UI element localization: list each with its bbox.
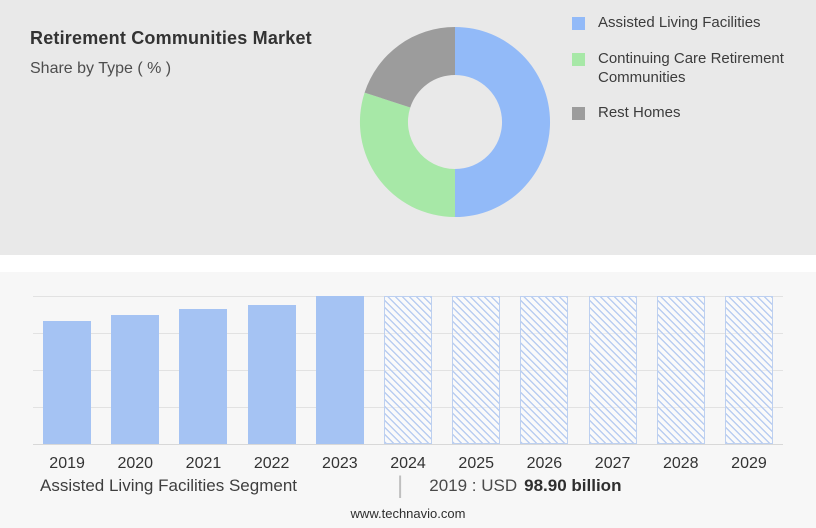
x-axis-label: 2020 (117, 455, 154, 472)
separator: | (397, 472, 404, 499)
heading: Retirement Communities Market Share by T… (30, 28, 312, 78)
bar-columns (33, 296, 783, 444)
value-prefix: 2019 : USD (429, 476, 518, 495)
bar-column (374, 296, 442, 444)
bar-2029 (724, 296, 773, 444)
market-size-panel: 2019 2020 2021 2022 2023 2024 2025 2026 2027 2028… (0, 272, 816, 528)
donut-chart (359, 26, 551, 218)
segment-label: Assisted Living Facilities Segment (40, 476, 298, 495)
legend-item-continuing-care: Continuing Care Retirement Communities (572, 50, 804, 88)
bar-column (442, 296, 510, 444)
donut-segment (455, 26, 551, 218)
bar-column (715, 296, 783, 444)
footer: www.technavio.com (0, 506, 816, 521)
subtitle: Share by Type ( % ) (30, 60, 172, 77)
value-amount: 98.90 billion (524, 476, 622, 495)
bar-column (579, 296, 647, 444)
bar-2024 (384, 296, 433, 444)
x-axis-label: 2023 (322, 455, 358, 472)
legend-label: Rest Homes (598, 104, 681, 122)
x-axis-label: 2028 (662, 455, 699, 472)
legend-label: Continuing Care Retirement Communities (598, 49, 784, 86)
x-axis-label: 2019 (49, 455, 85, 472)
bar-chart-plot-area (33, 296, 783, 445)
legend-item-assisted-living: Assisted Living Facilities (572, 14, 804, 33)
bar-column (306, 296, 374, 444)
bar-column (238, 296, 306, 444)
bar-2026 (520, 296, 569, 444)
legend-item-rest-homes: Rest Homes (572, 104, 804, 123)
bar-2023 (315, 296, 364, 444)
x-axis-label: 2021 (185, 455, 222, 472)
bar-column (33, 296, 101, 444)
x-axis: 2019 2020 2021 2022 2023 2024 2025 2026 2027 2028… (33, 455, 783, 473)
page-title: Retirement Communities Market (30, 28, 312, 48)
x-axis-label: 2029 (731, 455, 767, 472)
bar-column (169, 296, 237, 444)
donut-segment (359, 92, 455, 218)
donut-segment (364, 26, 455, 108)
bar-2021 (179, 309, 228, 444)
x-axis-label: 2022 (253, 455, 290, 472)
bar-2019 (43, 321, 92, 444)
bar-2022 (247, 304, 296, 444)
bar-2020 (111, 315, 160, 444)
bar-chart: 2019 2020 2021 2022 2023 2024 2025 2026 2027 2028… (33, 296, 783, 473)
share-by-type-panel: Retirement Communities Market Share by T… (0, 0, 816, 255)
bar-2027 (588, 296, 637, 444)
website-link[interactable]: www.technavio.com (350, 506, 466, 521)
bar-column (101, 296, 169, 444)
bar-column (510, 296, 578, 444)
legend-swatch-blue-icon (572, 17, 585, 30)
legend: Assisted Living Facilities Continuing Ca… (572, 14, 804, 140)
legend-label: Assisted Living Facilities (598, 14, 761, 31)
bar-2028 (656, 296, 705, 444)
legend-swatch-gray-icon (572, 107, 585, 121)
bar-column (647, 296, 715, 444)
bar-2025 (452, 296, 501, 444)
footnote: Assisted Living Facilities Segment | 201… (40, 474, 621, 498)
x-axis-label: 2024 (390, 455, 426, 472)
x-axis-label: 2027 (594, 455, 631, 472)
legend-swatch-green-icon (572, 52, 585, 66)
x-axis-label: 2025 (458, 455, 495, 472)
x-axis-label: 2026 (526, 455, 563, 472)
